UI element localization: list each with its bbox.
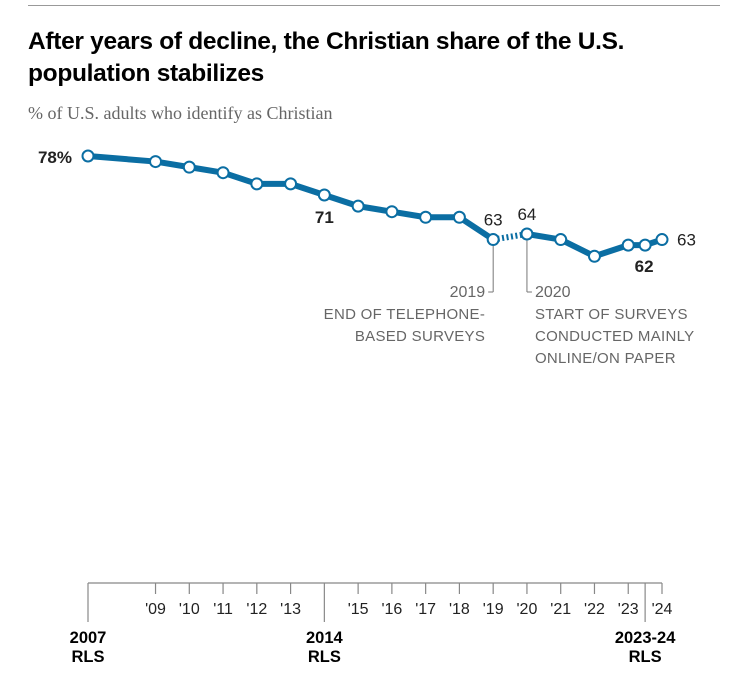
annotation-text: END OF TELEPHONE-: [324, 306, 486, 323]
x-tick-label: '21: [550, 601, 571, 618]
data-point: [81, 149, 95, 163]
x-tick-label: '09: [145, 601, 166, 618]
x-tick-sublabel: RLS: [308, 648, 341, 666]
x-tick-label: '19: [483, 601, 504, 618]
data-point: [520, 227, 534, 241]
x-tick-label: '20: [517, 601, 538, 618]
data-point: [655, 233, 669, 247]
x-tick-label: '11: [213, 601, 233, 618]
x-tick-label: '12: [246, 601, 267, 618]
annotation-text: 2019: [450, 284, 486, 301]
annotation-text: START OF SURVEYS: [535, 306, 688, 323]
data-label: 64: [517, 205, 536, 224]
x-tick-sublabel: RLS: [629, 648, 662, 666]
x-tick-label: '16: [381, 601, 402, 618]
x-tick-label: '15: [348, 601, 369, 618]
chart-title: After years of decline, the Christian sh…: [28, 28, 625, 87]
data-label: 63: [677, 231, 696, 250]
x-tick-label: '24: [652, 601, 673, 618]
data-point: [452, 210, 466, 224]
data-point: [250, 177, 264, 191]
line-segment: [457, 214, 495, 243]
annotation-text: BASED SURVEYS: [355, 328, 485, 345]
data-point: [351, 199, 365, 213]
data-point: [182, 160, 196, 174]
x-tick-label: '22: [584, 601, 605, 618]
x-tick-label: '18: [449, 601, 470, 618]
annotation-text: ONLINE/ON PAPER: [535, 350, 676, 367]
x-tick-label: '23: [618, 601, 639, 618]
annotation-text: CONDUCTED MAINLY: [535, 328, 695, 345]
x-tick-sublabel: RLS: [72, 648, 105, 666]
data-label: 62: [635, 257, 654, 276]
data-point: [587, 249, 601, 263]
data-point: [554, 233, 568, 247]
annotation-text: 2020: [535, 284, 571, 301]
data-label: 71: [315, 208, 334, 227]
x-tick-label: '10: [179, 601, 200, 618]
data-point: [638, 238, 652, 252]
line-segment: [87, 153, 156, 165]
data-point: [419, 210, 433, 224]
data-point: [284, 177, 298, 191]
x-tick-label-major: 2023-24: [615, 629, 676, 647]
data-point: [216, 166, 230, 180]
x-tick-label-major: 2014: [306, 629, 344, 647]
data-label: 63: [484, 211, 503, 230]
chart-subtitle: % of U.S. adults who identify as Christi…: [28, 103, 333, 123]
x-tick-label-major: 2007: [70, 629, 107, 647]
data-point: [486, 233, 500, 247]
data-point: [317, 188, 331, 202]
data-label: 78%: [38, 148, 72, 167]
x-tick-label: '13: [280, 601, 301, 618]
data-point: [149, 155, 163, 169]
data-point: [621, 238, 635, 252]
data-point: [385, 205, 399, 219]
x-tick-label: '17: [415, 601, 436, 618]
top-rule: [28, 5, 720, 6]
